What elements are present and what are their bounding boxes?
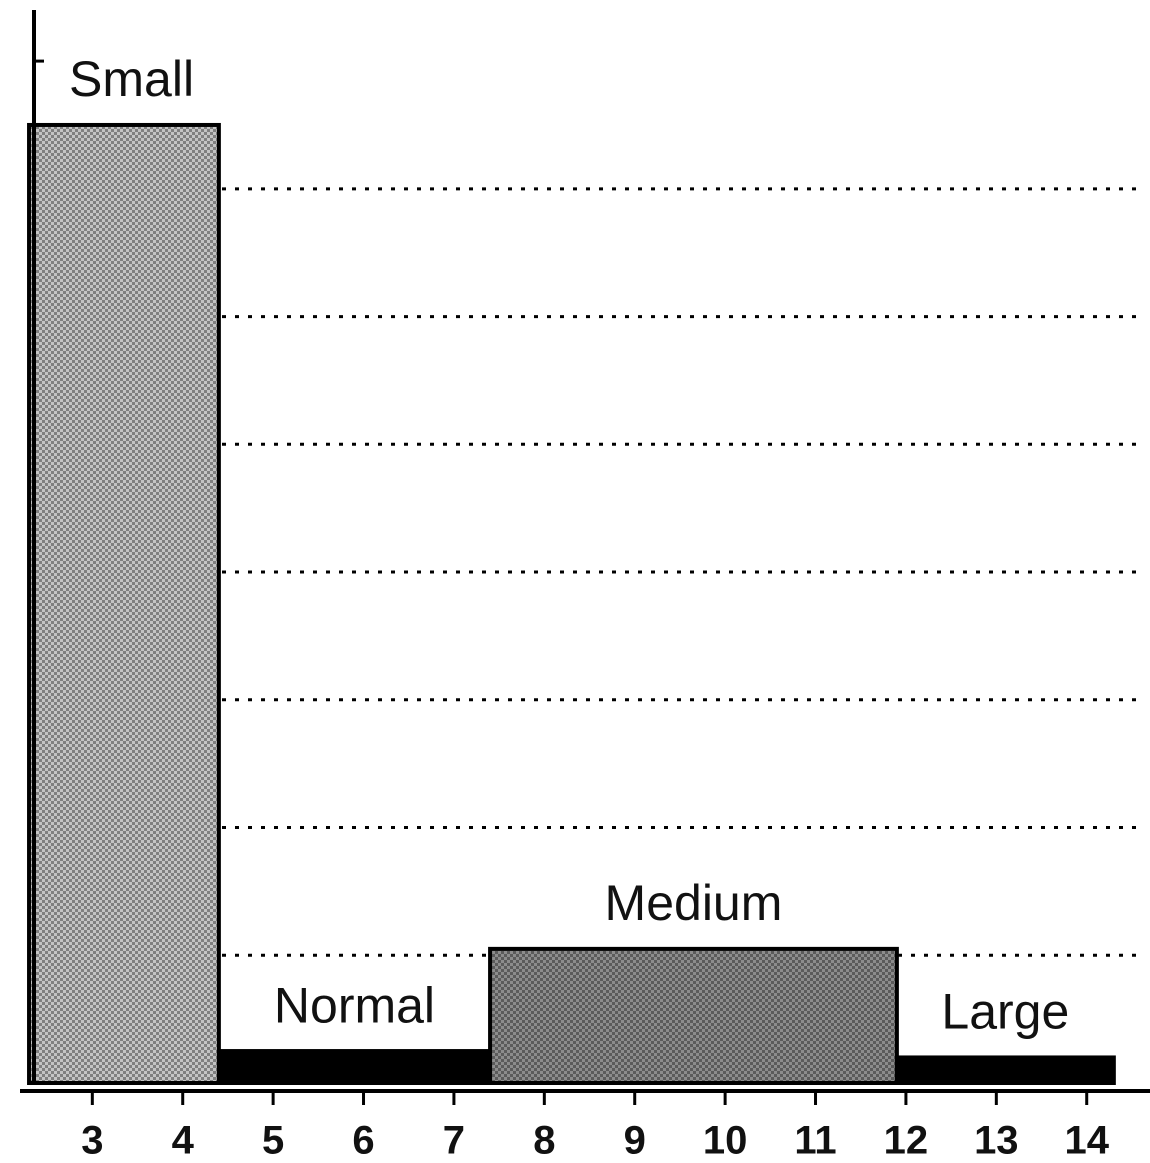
x-tick-label: 14 — [1064, 1119, 1109, 1163]
bar-texture — [492, 950, 895, 1081]
x-tick-label: 6 — [352, 1119, 374, 1163]
x-tick-label: 4 — [172, 1119, 195, 1163]
bar-texture — [31, 126, 217, 1081]
x-tick-label: 9 — [624, 1119, 646, 1163]
x-tick-label: 10 — [703, 1119, 748, 1163]
x-tick-label: 13 — [974, 1119, 1019, 1163]
bar — [216, 1049, 493, 1085]
x-tick-label: 11 — [794, 1119, 836, 1163]
x-tick-label: 7 — [443, 1119, 465, 1163]
x-tick-label: 12 — [884, 1119, 929, 1163]
bar-label: Medium — [605, 875, 783, 931]
bar — [894, 1055, 1116, 1086]
bar-label: Large — [941, 984, 1069, 1040]
x-tick-label: 8 — [533, 1119, 555, 1163]
bar-label: Small — [69, 51, 194, 107]
x-tick-label: 3 — [81, 1119, 103, 1163]
x-tick-label: 5 — [262, 1119, 284, 1163]
bar-label: Normal — [274, 977, 435, 1033]
